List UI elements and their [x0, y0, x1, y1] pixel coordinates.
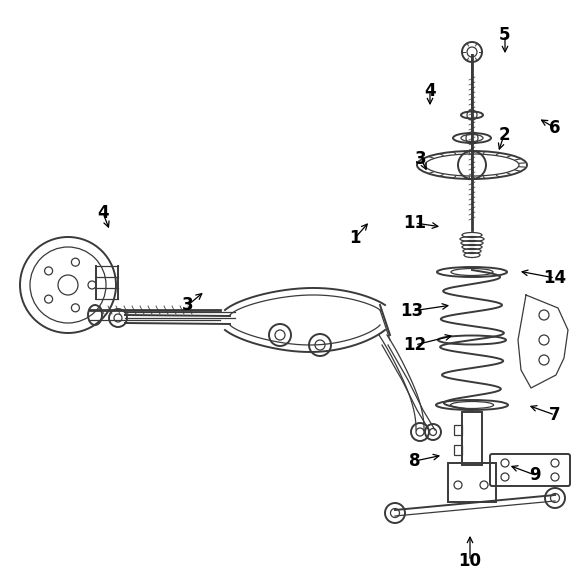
Text: 2: 2 [498, 126, 510, 144]
Text: 13: 13 [401, 302, 423, 320]
Text: 5: 5 [499, 26, 511, 44]
Text: 9: 9 [529, 466, 541, 484]
Text: 8: 8 [409, 452, 420, 470]
Text: 3: 3 [415, 150, 427, 168]
Text: 1: 1 [349, 229, 361, 247]
Text: 3: 3 [182, 296, 194, 314]
Text: 12: 12 [404, 336, 426, 354]
Text: 4: 4 [97, 204, 109, 222]
Text: 6: 6 [549, 119, 561, 137]
Text: 7: 7 [549, 406, 561, 424]
Text: 10: 10 [458, 552, 481, 570]
Text: 11: 11 [404, 214, 426, 232]
Text: 4: 4 [424, 82, 436, 100]
Text: 14: 14 [544, 269, 566, 287]
